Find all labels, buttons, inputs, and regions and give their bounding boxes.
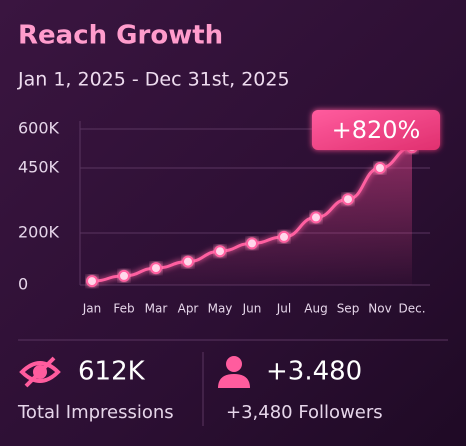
marker [118,269,130,282]
x-tick-label: Jul [276,302,291,316]
x-tick-label: Sep [337,302,360,316]
marker [374,162,386,174]
marker [86,275,98,288]
marker [214,245,226,258]
marker [278,230,290,243]
stat-value: +3.480 [266,357,362,387]
y-tick-label: 0 [18,275,28,294]
stat-value: 612K [78,357,146,387]
eye-icon [19,356,61,388]
stat-label: +3,480 Followers [226,402,383,423]
y-tick-label: 600K [18,119,60,138]
marker [342,193,354,206]
x-tick-label: Jan [82,302,102,316]
x-tick-label: Mar [145,302,168,316]
x-tick-label: Apr [178,302,199,316]
marker [246,237,258,250]
growth-label: +820% [332,116,421,144]
person-icon [218,356,250,388]
marker [182,255,194,268]
x-tick-label: May [208,302,233,316]
subtitle: Jan 1, 2025 - Dec 31st, 2025 [17,69,290,91]
title: Reach Growth [18,21,223,51]
x-tick-label: Dec. [398,302,425,316]
plot: 0 200K 450K 600K Jan Feb Mar Apr May Jun Jul Aug Sep… [18,119,430,316]
x-tick-label: Aug [304,302,327,316]
marker [150,262,162,275]
marker [310,211,322,224]
x-tick-label: Jun [242,302,262,316]
y-tick-label: 450K [18,158,60,177]
stat-label: Total Impressions [17,402,174,423]
area [92,147,412,285]
x-tick-label: Feb [113,302,134,316]
y-tick-label: 200K [18,223,60,242]
x-tick-label: Nov [368,302,391,316]
growth-badge [312,110,440,150]
